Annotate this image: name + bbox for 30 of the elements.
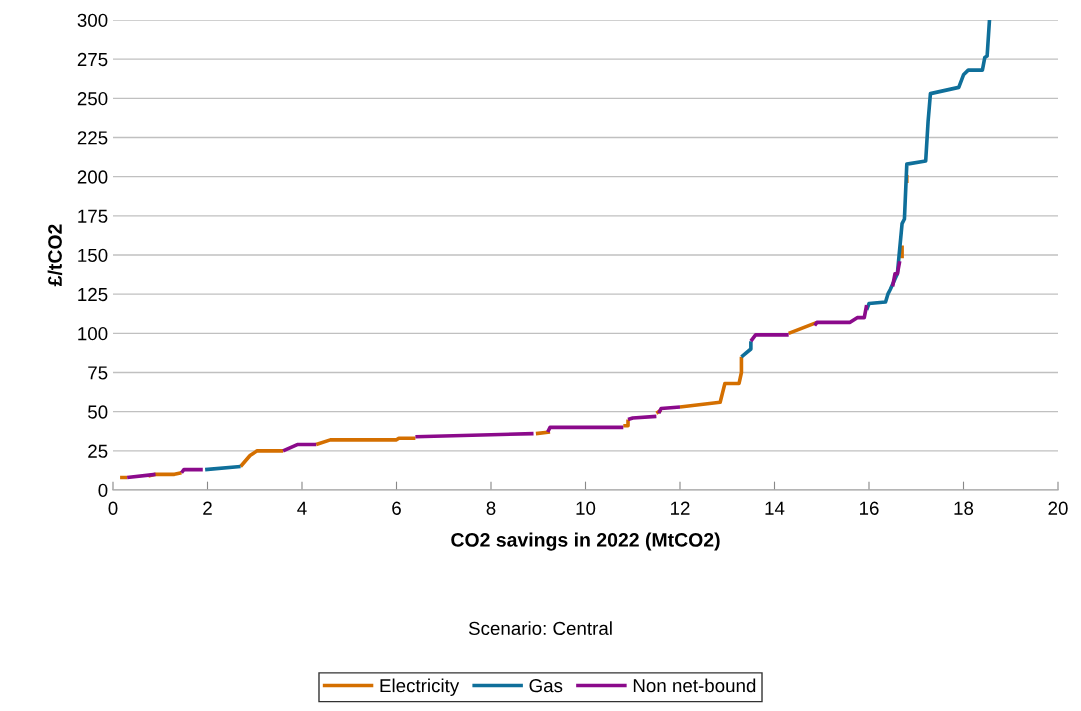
y-tick-label: 75 [88,366,108,380]
y-tick-label: 250 [77,92,108,106]
x-tick-label: 0 [108,501,118,515]
y-tick-label: 0 [98,483,108,497]
y-tick-label: 175 [78,209,108,223]
x-tick-label: 6 [392,501,401,515]
y-tick-label: 100 [78,327,108,341]
x-axis-title: CO2 savings in 2022 (MtCO2) [451,532,720,551]
y-tick-label: 275 [77,52,108,67]
x-tick-label: 10 [576,501,596,515]
legend-label: Non net-bound [633,678,756,693]
x-tick-label: 16 [860,501,879,515]
x-tick-label: 20 [1048,501,1068,515]
x-tick-label: 18 [954,501,974,515]
y-tick-label: 50 [88,405,108,419]
x-tick-label: 8 [486,501,496,515]
x-tick-label: 14 [765,501,785,515]
y-tick-label: 200 [77,170,108,184]
y-axis-title: £/tCO2 [47,224,63,287]
y-tick-label: 25 [88,444,108,458]
x-tick-label: 2 [203,501,212,515]
y-tick-label: 300 [77,13,108,27]
legend-label: Gas [529,679,563,693]
legend-label: Electricity [380,678,460,696]
x-tick-label: 4 [297,501,307,515]
y-tick-label: 225 [77,131,108,145]
y-tick-label: 150 [78,248,108,262]
text: Scenario: Central [468,621,612,636]
y-tick-label: 125 [78,287,108,302]
x-tick-label: 12 [671,501,690,515]
